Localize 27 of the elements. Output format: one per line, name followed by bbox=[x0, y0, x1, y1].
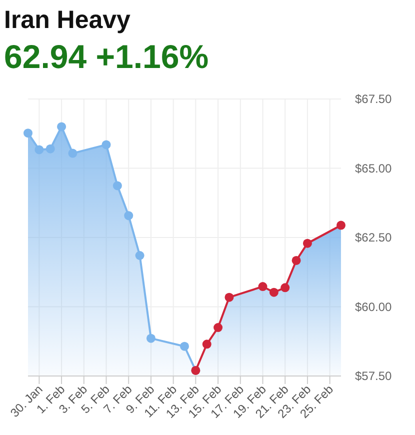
point bbox=[292, 256, 301, 265]
y-tick-label: $65.00 bbox=[355, 161, 392, 176]
point bbox=[146, 334, 156, 343]
point bbox=[68, 148, 78, 158]
y-tick-label: $62.50 bbox=[355, 230, 392, 244]
point bbox=[34, 145, 44, 154]
point bbox=[112, 181, 122, 190]
point bbox=[280, 283, 290, 292]
chart-title: Iran Heavy bbox=[4, 6, 131, 34]
point bbox=[135, 251, 144, 260]
point bbox=[202, 340, 212, 349]
point bbox=[24, 128, 32, 138]
point bbox=[258, 282, 268, 292]
chart-subtitle: 62.94 +1.16% bbox=[4, 38, 209, 75]
point bbox=[302, 238, 312, 248]
point bbox=[102, 140, 111, 150]
point bbox=[46, 144, 55, 154]
y-tick-label: $57.50 bbox=[355, 369, 392, 383]
point bbox=[224, 292, 234, 302]
point bbox=[124, 211, 134, 220]
point bbox=[180, 342, 189, 351]
point bbox=[57, 122, 66, 132]
point bbox=[336, 220, 346, 230]
y-tick-label: $67.50 bbox=[355, 92, 392, 106]
point bbox=[214, 323, 223, 332]
y-tick-label: $60.00 bbox=[355, 300, 392, 314]
point bbox=[269, 288, 278, 297]
